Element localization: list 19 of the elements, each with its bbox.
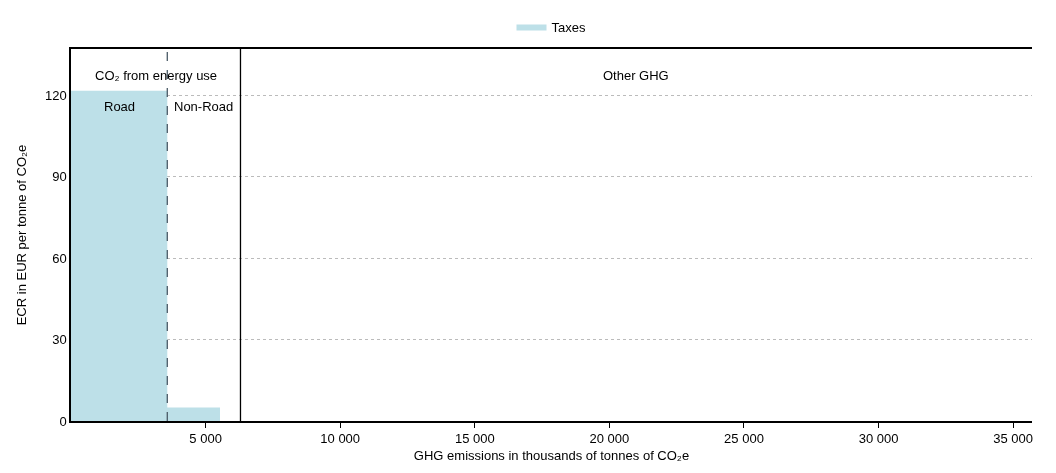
x-tick-label: 25 000 (724, 431, 764, 447)
annotation: Road (104, 99, 136, 114)
x-tick-label: 20 000 (589, 431, 630, 447)
y-tick-label: 30 (52, 332, 67, 348)
x-tick-label: 5 000 (189, 431, 222, 447)
x-tick-label: 15 000 (454, 431, 495, 447)
x-tick-label: 10 000 (320, 431, 361, 447)
y-tick-label: 120 (44, 87, 67, 103)
y-axis-title: ECR in EUR per tonne of CO₂e (14, 144, 30, 326)
x-tick-label: 35 000 (993, 431, 1034, 447)
annotation: CO₂ from energy use (95, 68, 218, 83)
annotation: Other GHG (603, 68, 669, 83)
y-tick-label: 0 (59, 413, 67, 429)
y-tick-label: 90 (52, 169, 67, 185)
legend-label: Taxes (551, 19, 586, 35)
y-tick-label: 60 (52, 250, 67, 266)
x-axis-title: GHG emissions in thousands of tonnes of CO₂e (413, 448, 690, 464)
x-tick-label: 30 000 (858, 431, 899, 447)
annotation: Non-Road (174, 99, 234, 114)
